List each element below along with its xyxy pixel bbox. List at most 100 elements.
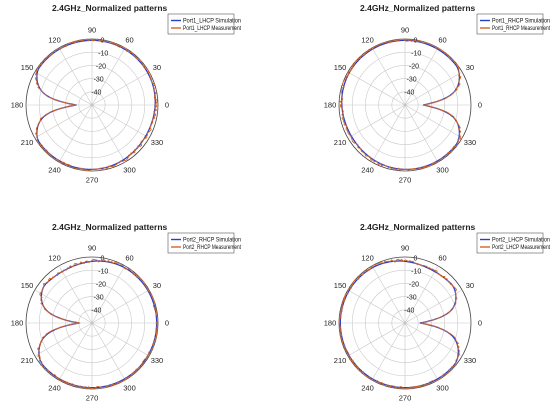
polar-chart-2: 2.4GHz_Normalized patterns 0 30 60 90 120 150 1…: [324, 3, 550, 185]
grid-spoke: [34, 71, 93, 106]
grid-spoke: [404, 289, 463, 324]
grid-spoke: [371, 104, 406, 163]
angle-tick-label: 120: [361, 36, 374, 45]
chart-title: 2.4GHz_Normalized patterns: [52, 3, 168, 13]
angle-tick-label: 60: [125, 36, 133, 45]
grid-spoke: [404, 322, 439, 381]
grid-spoke: [371, 265, 406, 324]
angle-tick-label: 240: [361, 166, 374, 175]
angle-tick-label: 30: [466, 281, 474, 290]
angle-tick-label: 270: [399, 176, 412, 185]
grid-spoke: [404, 265, 439, 324]
angle-tick-label: 60: [125, 254, 133, 263]
radial-tick-label: -20: [96, 64, 106, 71]
legend-label: Port1_LHCP Measurement: [183, 25, 241, 32]
radial-tick-label: -30: [407, 295, 417, 302]
angle-tick-label: 210: [334, 356, 347, 365]
angle-tick-label: 210: [334, 138, 347, 147]
grid-spoke: [91, 289, 150, 324]
radial-tick-label: -30: [94, 295, 104, 302]
angle-tick-label: 0: [165, 319, 169, 328]
angle-tick-label: 330: [464, 356, 477, 365]
angle-tick-label: 0: [478, 319, 482, 328]
angle-tick-label: 90: [401, 244, 409, 253]
angle-tick-label: 270: [399, 394, 412, 403]
series-line-1: [339, 260, 459, 389]
series-line-2: [338, 258, 460, 390]
angle-tick-label: 240: [48, 384, 61, 393]
radial-tick-label: -20: [409, 64, 419, 71]
legend-box: [476, 232, 544, 254]
angle-tick-label: 180: [324, 319, 337, 328]
angle-tick-label: 0: [165, 101, 169, 110]
grid-spoke: [347, 104, 406, 139]
legend-label: Port2_LHCP Simulation: [492, 237, 550, 244]
legend-box: [476, 13, 544, 35]
angle-tick-label: 150: [21, 63, 34, 72]
polar-chart-3: 2.4GHz_Normalized patterns 0 30 60 90 120 150 1…: [11, 222, 242, 403]
grid-spoke: [371, 322, 406, 381]
grid-spoke: [347, 322, 406, 357]
legend-label: Port2_LHCP Measurement: [492, 244, 550, 251]
grid-spoke: [91, 104, 126, 163]
angle-tick-label: 330: [151, 138, 164, 147]
grid-spoke: [91, 322, 126, 381]
angle-tick-label: 270: [86, 394, 99, 403]
angle-tick-label: 150: [21, 281, 34, 290]
angle-tick-label: 30: [153, 63, 161, 72]
grid-spoke: [347, 71, 406, 106]
grid-spoke: [371, 47, 406, 106]
grid-spoke: [404, 322, 463, 357]
chart-title: 2.4GHz_Normalized patterns: [360, 222, 476, 232]
radial-tick-label: -40: [404, 90, 414, 97]
polar-chart-4: 2.4GHz_Normalized patterns 0 30 60 90 120 150 1…: [324, 222, 550, 403]
angle-tick-label: 330: [151, 356, 164, 365]
grid-spoke: [91, 265, 126, 324]
legend-box: [167, 13, 235, 35]
radial-tick-label: -40: [91, 90, 101, 97]
grid-spoke: [347, 289, 406, 324]
angle-tick-label: 180: [11, 319, 24, 328]
angle-tick-label: 240: [361, 384, 374, 393]
series-line-1: [36, 39, 156, 171]
radial-tick-label: -30: [94, 77, 104, 84]
radial-tick-label: -30: [407, 77, 417, 84]
chart-title: 2.4GHz_Normalized patterns: [360, 3, 476, 13]
angle-tick-label: 240: [48, 166, 61, 175]
angle-tick-label: 270: [86, 176, 99, 185]
angle-tick-label: 210: [21, 138, 34, 147]
angle-tick-label: 150: [334, 281, 347, 290]
angle-tick-label: 180: [324, 101, 337, 110]
angle-tick-label: 30: [466, 63, 474, 72]
grid-spoke: [404, 104, 439, 163]
series-line-2: [339, 38, 462, 171]
grid-spoke: [404, 47, 439, 106]
legend-label: Port2_RHCP Measurement: [183, 244, 241, 251]
grid-spoke: [34, 322, 93, 357]
radial-tick-label: -10: [411, 269, 421, 276]
chart-title: 2.4GHz_Normalized patterns: [52, 222, 168, 232]
grid-spoke: [58, 265, 93, 324]
angle-tick-label: 60: [438, 36, 446, 45]
angle-tick-label: 120: [361, 254, 374, 263]
legend-label: Port1_RHCP Measurement: [492, 25, 550, 32]
grid-spoke: [58, 322, 93, 381]
angle-tick-label: 0: [478, 101, 482, 110]
grid-spoke: [91, 104, 150, 139]
grid-spoke: [58, 47, 93, 106]
angle-tick-label: 90: [88, 244, 96, 253]
radial-tick-label: -40: [91, 308, 101, 315]
series-line-2: [34, 38, 158, 172]
angle-tick-label: 90: [401, 26, 409, 35]
angle-tick-label: 330: [464, 138, 477, 147]
series-line-1: [341, 39, 461, 171]
radial-tick-label: -40: [404, 308, 414, 315]
grid-spoke: [91, 71, 150, 106]
grid-spoke: [404, 71, 463, 106]
polar-chart-1: 2.4GHz_Normalized patterns 0 30 60 90 120 150 1…: [11, 3, 242, 185]
legend-label: Port1_RHCP Simulation: [492, 18, 550, 25]
